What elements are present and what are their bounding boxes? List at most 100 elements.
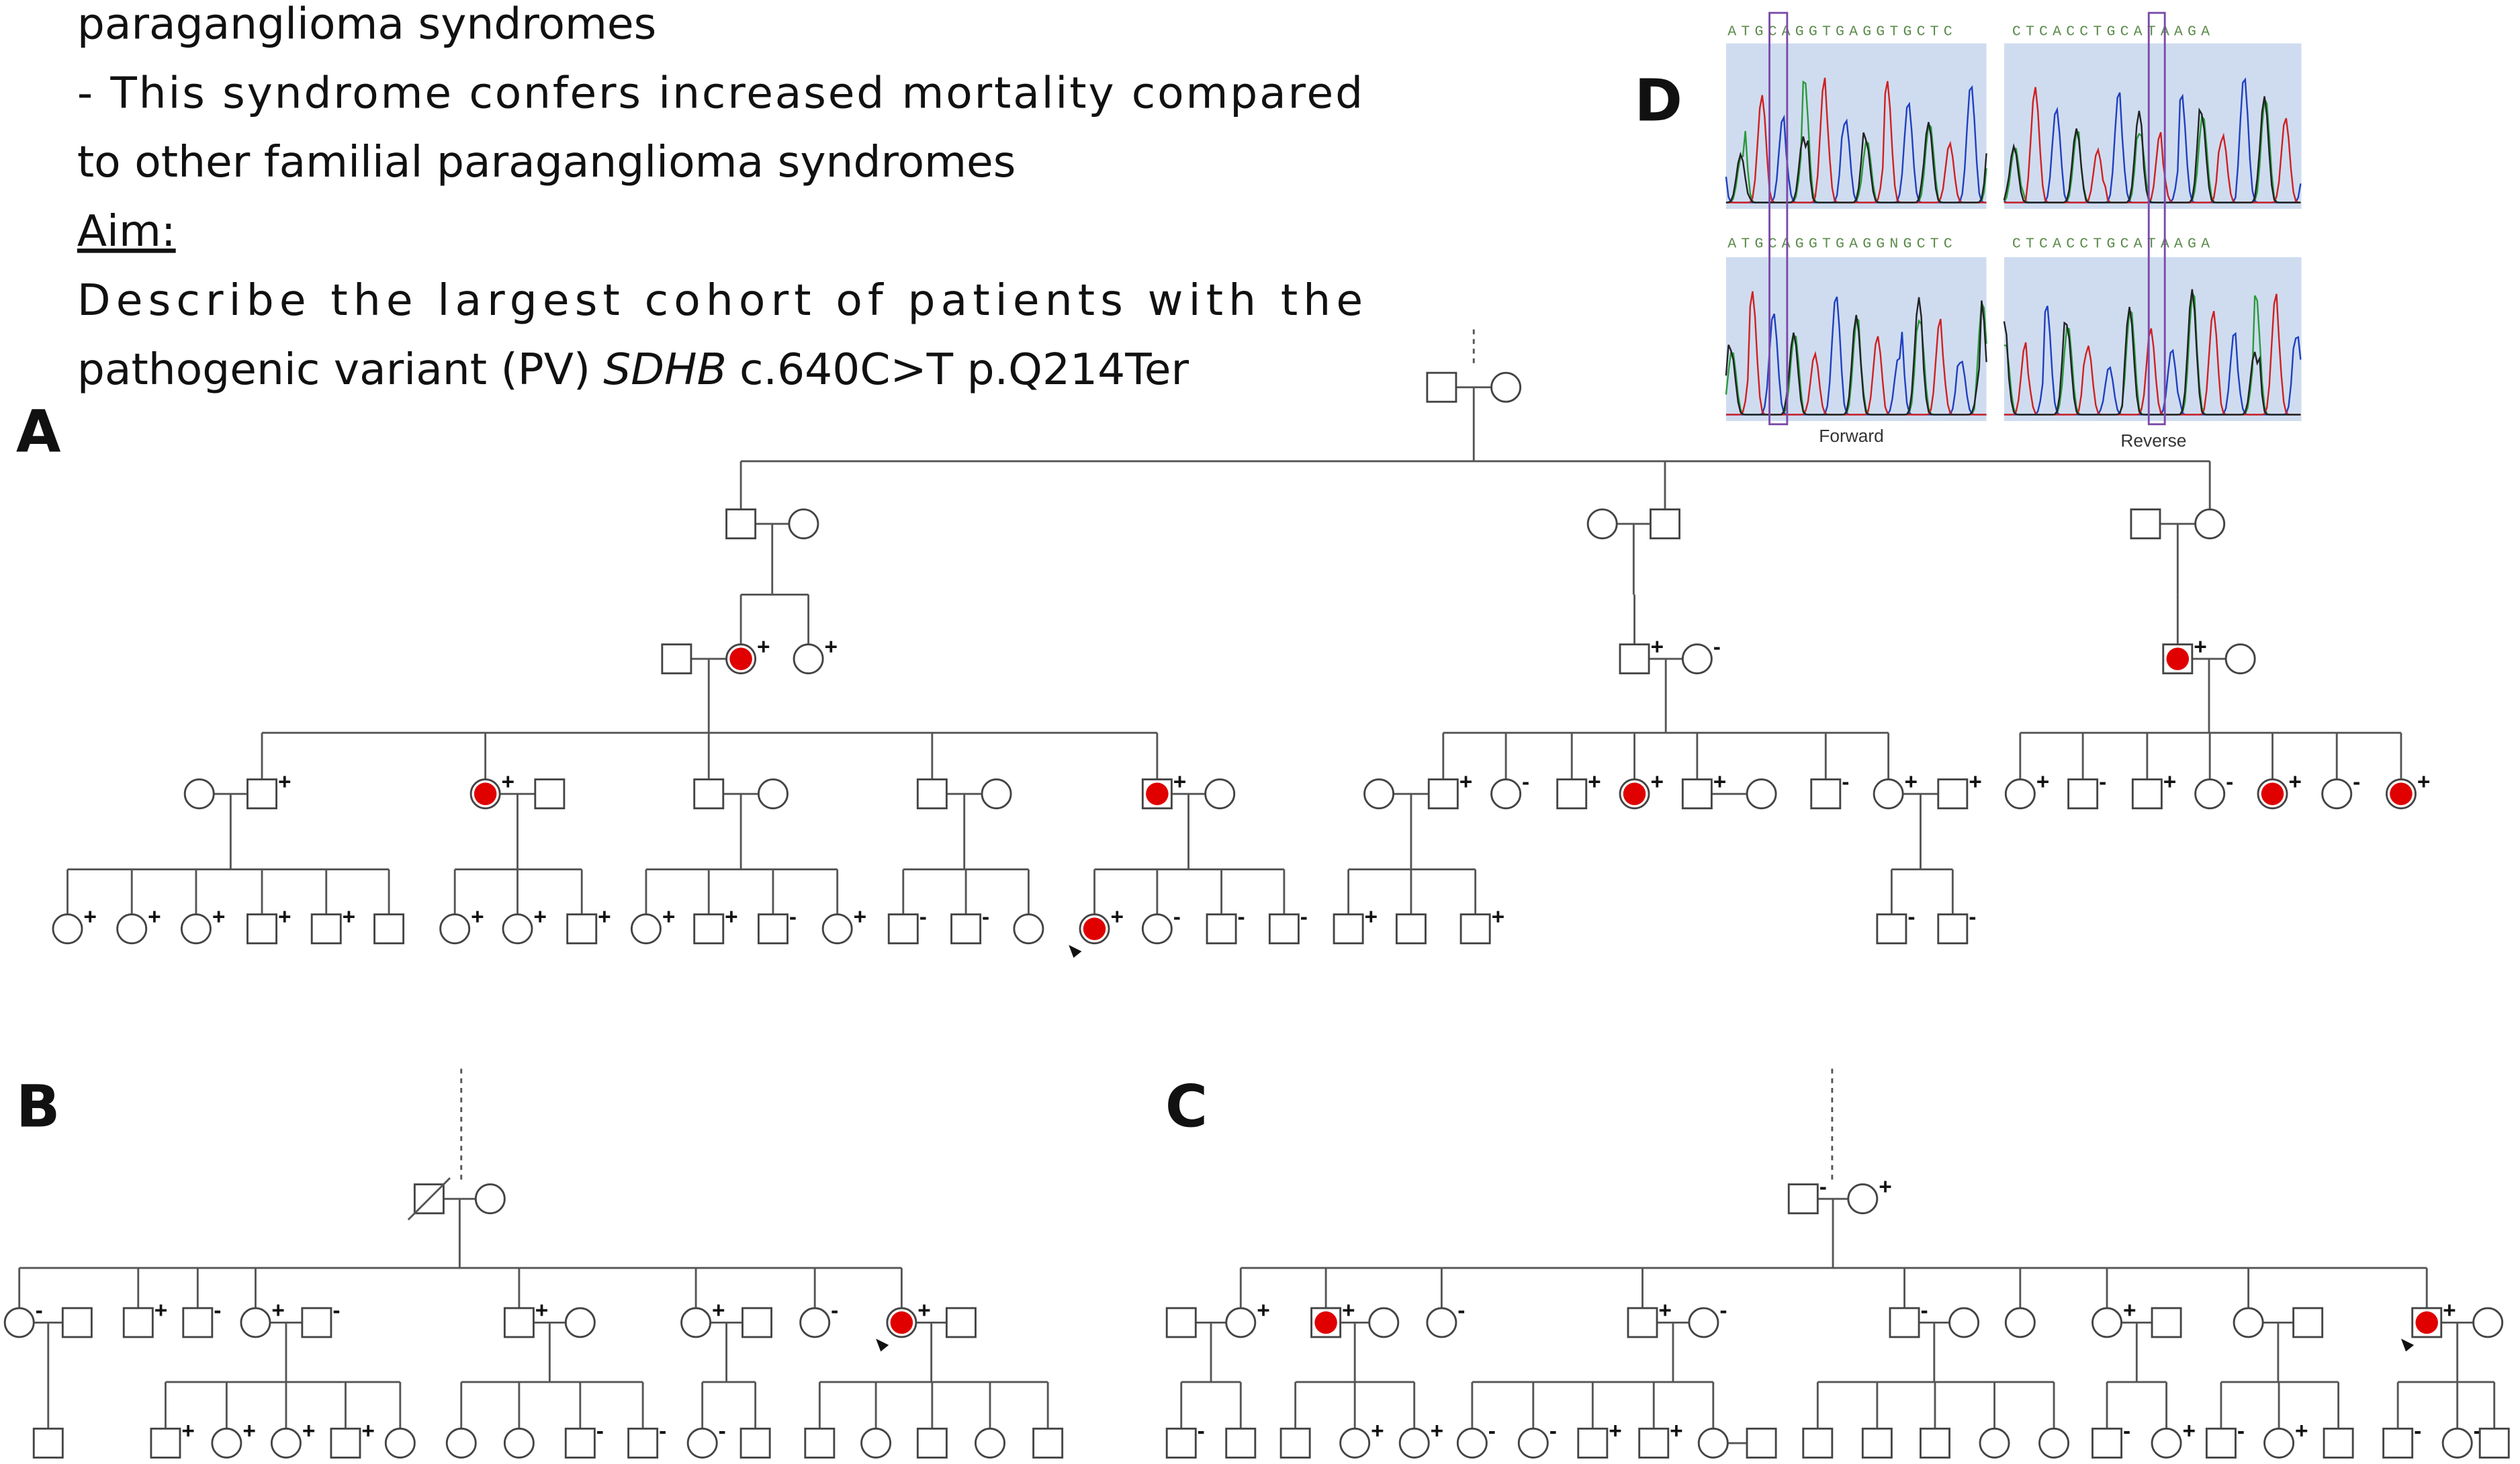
read-sequence: CTCACCTGCATAAGA [2012,236,2214,253]
genotype-marker: + [1905,770,1918,794]
female-symbol [2152,1428,2181,1457]
male-symbol [1938,780,1967,809]
genotype-marker: + [2288,770,2302,794]
genotype-marker: + [361,1419,375,1444]
genotype-marker: + [1342,1298,1355,1323]
genotype-marker: + [712,1298,725,1323]
genotype-marker: - [2237,1419,2245,1444]
genotype-marker: - [1819,1175,1827,1199]
male-symbol [1461,915,1490,944]
genotype-marker: - [332,1298,340,1323]
affected-fill [2261,782,2284,805]
male-symbol [805,1428,834,1457]
female-symbol [2093,1308,2122,1337]
genotype-marker: + [502,770,515,794]
male-symbol [758,915,787,944]
male-symbol [1938,915,1967,944]
male-symbol [2131,510,2160,539]
genotype-marker: - [659,1419,666,1444]
genotype-marker: + [2295,1419,2308,1444]
male-symbol [1682,780,1711,809]
male-symbol [662,645,691,674]
male-symbol [248,780,277,809]
female-symbol [504,1428,533,1457]
genotype-marker: + [242,1419,256,1444]
genotype-marker: + [302,1419,316,1444]
genotype-marker: + [1588,770,1601,794]
genotype-marker: - [789,905,797,929]
female-symbol [2226,645,2255,674]
male-symbol [535,780,564,809]
genotype-marker: - [1549,1419,1557,1444]
panel-label: D [1635,67,1682,134]
intro-line: - This syndrome confers increased mortal… [77,68,1363,118]
female-symbol [566,1308,594,1337]
male-symbol [889,915,917,944]
male-symbol [62,1308,91,1337]
affected-fill [1623,782,1646,805]
male-symbol [694,780,723,809]
male-symbol [2384,1428,2413,1457]
female-symbol [688,1428,717,1457]
female-symbol [476,1185,504,1214]
genotype-marker: + [2123,1298,2136,1323]
male-symbol [917,1428,946,1457]
male-symbol [952,915,981,944]
male-symbol [2324,1428,2353,1457]
female-symbol [1492,780,1521,809]
genotype-marker: + [1110,905,1124,929]
genotype-marker: + [1431,1419,1444,1444]
female-symbol [2040,1428,2069,1457]
male-symbol [1578,1428,1607,1457]
genotype-marker: + [83,905,97,929]
genotype-marker: + [725,905,738,929]
genotype-marker: - [2353,770,2360,794]
aim-heading: Aim: [77,206,176,257]
genotype-marker: + [148,905,161,929]
male-symbol [1811,780,1840,809]
genotype-marker: - [596,1419,604,1444]
male-symbol [1890,1308,1919,1337]
female-symbol [1365,780,1394,809]
genotype-marker: - [1713,635,1721,659]
proband-arrow [1069,945,1081,958]
genotype-marker: - [719,1419,726,1444]
female-symbol [1980,1428,2009,1457]
variant-prefix: pathogenic variant (PV) [77,345,590,395]
male-symbol [741,1428,770,1457]
female-symbol [2196,780,2224,809]
female-symbol [2265,1428,2294,1457]
proband-arrow [2401,1338,2414,1351]
female-symbol [1848,1185,1877,1214]
female-symbol [2474,1308,2503,1337]
female-symbol [2323,780,2351,809]
female-symbol [1226,1308,1255,1337]
genotype-marker: + [278,770,291,794]
male-symbol [1628,1308,1657,1337]
male-symbol [1167,1308,1196,1337]
read-sequence: CTCACCTGCATAAGA [2012,24,2214,40]
genotype-marker: - [1907,905,1915,929]
genotype-marker: - [1300,905,1308,929]
male-symbol [694,915,723,944]
genotype-marker: - [2123,1419,2130,1444]
female-symbol [1457,1428,1486,1457]
male-symbol [1167,1428,1196,1457]
genotype-marker: + [1257,1298,1270,1323]
panel-label: B [16,1073,60,1140]
female-symbol [441,915,469,944]
genotype-marker: - [1719,1298,1727,1323]
female-symbol [5,1308,34,1337]
genotype-marker: - [1488,1419,1496,1444]
male-symbol [1789,1185,1817,1214]
genotype-marker: + [1492,905,1505,929]
affected-fill [891,1312,913,1334]
male-symbol [1650,510,1679,539]
genotype-marker: + [1371,1419,1384,1444]
aim-text: Describe the largest cohort of patients … [77,275,1363,326]
female-symbol [982,780,1011,809]
variant-gene: SDHB [603,345,727,395]
genotype-marker: + [2183,1419,2196,1444]
page: paraganglioma syndromes - This syndrome … [0,0,2520,1464]
